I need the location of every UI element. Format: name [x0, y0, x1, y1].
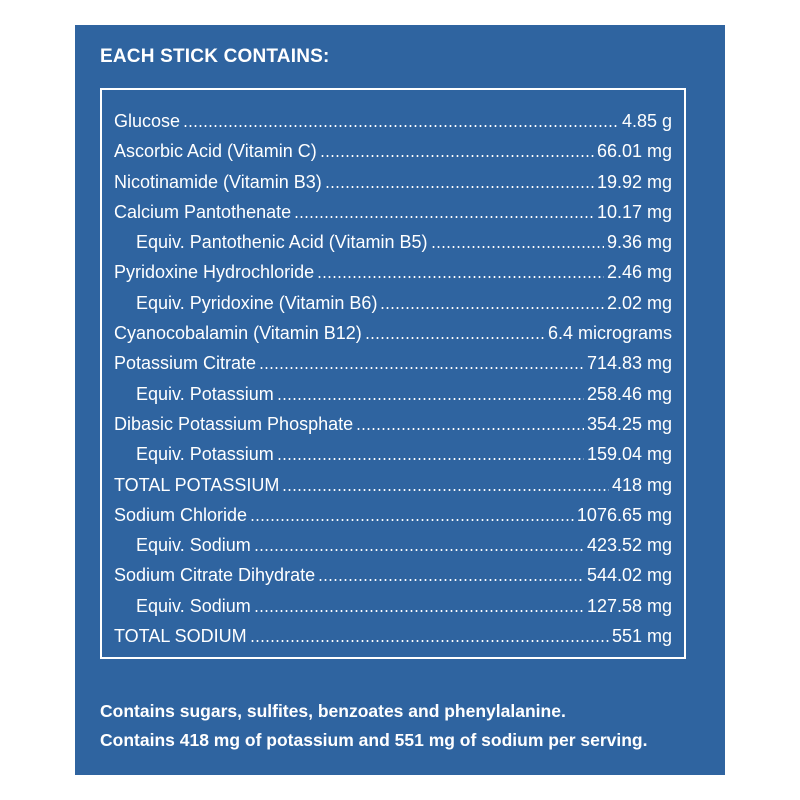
ingredient-amount: 159.04 mg: [586, 444, 672, 465]
contents-box: Glucose 4.85 g Ascorbic Acid (Vitamin C) 66…: [100, 88, 686, 659]
row: Potassium Citrate 714.83 mg: [114, 348, 672, 378]
ingredient-amount: 714.83 mg: [586, 353, 672, 374]
ingredient-name: Ascorbic Acid (Vitamin C): [114, 141, 317, 162]
ingredient-name: Equiv. Potassium: [136, 383, 274, 404]
ingredient-name: Potassium Citrate: [114, 353, 257, 374]
dot-leader: [356, 427, 584, 430]
sub-row: Equiv. Sodium 423.52 mg: [114, 530, 672, 560]
footer-line: Contains sugars, sulfites, benzoates and…: [100, 701, 566, 721]
ingredient-name: Sodium Chloride: [114, 504, 248, 525]
ingredient-name: Equiv. Potassium: [136, 444, 274, 465]
row: Calcium Pantothenate 10.17 mg: [114, 197, 672, 227]
dot-leader: [380, 306, 604, 309]
dot-leader: [364, 337, 545, 340]
ingredient-amount: 127.58 mg: [586, 595, 672, 616]
ingredient-name: Pyridoxine Hydrochloride: [114, 262, 315, 283]
row: Cyanocobalamin (Vitamin B12) 6.4 microgra…: [114, 318, 672, 348]
panel: EACH STICK CONTAINS: Glucose 4.85 g Ascorb…: [75, 25, 725, 775]
ingredient-name: Dibasic Potassium Phosphate: [114, 413, 354, 434]
dot-leader: [430, 246, 604, 249]
ingredient-amount: 551 mg: [611, 626, 672, 647]
ingredient-amount: 66.01 mg: [596, 141, 672, 162]
dot-leader: [253, 549, 584, 552]
row: TOTAL POTASSIUM 418 mg: [114, 470, 672, 500]
sub-row: Equiv. Pyridoxine (Vitamin B6) 2.02 mg: [114, 288, 672, 318]
ingredient-name: Calcium Pantothenate: [114, 201, 292, 222]
ingredient-amount: 423.52 mg: [586, 535, 672, 556]
ingredient-name: TOTAL POTASSIUM: [114, 474, 280, 495]
ingredient-name: Nicotinamide (Vitamin B3): [114, 171, 322, 192]
row: Pyridoxine Hydrochloride 2.46 mg: [114, 257, 672, 287]
row: Sodium Chloride 1076.65 mg: [114, 500, 672, 530]
sub-row: Equiv. Potassium 258.46 mg: [114, 379, 672, 409]
row: Glucose 4.85 g: [114, 106, 672, 136]
dot-leader: [276, 458, 584, 461]
sub-row: Equiv. Potassium 159.04 mg: [114, 439, 672, 469]
ingredient-amount: 258.46 mg: [586, 383, 672, 404]
ingredient-name: Equiv. Sodium: [136, 595, 251, 616]
dot-leader: [282, 488, 609, 491]
dot-leader: [318, 579, 584, 582]
ingredient-amount: 4.85 g: [621, 111, 672, 131]
row: TOTAL SODIUM 551 mg: [114, 621, 672, 651]
dot-leader: [183, 125, 619, 127]
sub-row: Equiv. Pantothenic Acid (Vitamin B5) 9.36…: [114, 227, 672, 257]
row: Ascorbic Acid (Vitamin C) 66.01 mg: [114, 136, 672, 166]
ingredient-name: Sodium Citrate Dihydrate: [114, 565, 316, 586]
ingredient-name: TOTAL SODIUM: [114, 626, 247, 647]
row: Dibasic Potassium Phosphate 354.25 mg: [114, 409, 672, 439]
dot-leader: [319, 155, 594, 158]
footer-line: Contains 418 mg of potassium and 551 mg …: [100, 730, 648, 750]
dot-leader: [249, 640, 609, 643]
dot-leader: [317, 276, 604, 279]
ingredient-name: Equiv. Sodium: [136, 535, 251, 556]
ingredient-amount: 6.4 micrograms: [547, 323, 672, 344]
ingredient-amount: 418 mg: [611, 474, 672, 495]
ingredient-amount: 19.92 mg: [596, 171, 672, 192]
title: EACH STICK CONTAINS:: [100, 46, 330, 67]
ingredient-name: Equiv. Pyridoxine (Vitamin B6): [136, 292, 378, 313]
ingredient-amount: 10.17 mg: [596, 201, 672, 222]
row: Sodium Citrate Dihydrate 544.02 mg: [114, 560, 672, 590]
ingredient-name: Glucose: [114, 111, 181, 131]
ingredient-amount: 2.46 mg: [606, 262, 672, 283]
row: Nicotinamide (Vitamin B3) 19.92 mg: [114, 167, 672, 197]
ingredient-name: Cyanocobalamin (Vitamin B12): [114, 323, 362, 344]
ingredient-amount: 354.25 mg: [586, 413, 672, 434]
dot-leader: [253, 609, 584, 612]
dot-leader: [259, 367, 584, 370]
footer: Contains sugars, sulfites, benzoates and…: [100, 697, 647, 755]
dot-leader: [276, 397, 584, 400]
sub-row: Equiv. Sodium 127.58 mg: [114, 591, 672, 621]
dot-leader: [324, 185, 594, 188]
ingredient-amount: 544.02 mg: [586, 565, 672, 586]
ingredient-amount: 1076.65 mg: [576, 504, 672, 525]
dot-leader: [294, 215, 594, 218]
ingredient-amount: 9.36 mg: [606, 232, 672, 253]
dot-leader: [250, 518, 574, 521]
ingredient-amount: 2.02 mg: [606, 292, 672, 313]
ingredient-name: Equiv. Pantothenic Acid (Vitamin B5): [136, 232, 428, 253]
